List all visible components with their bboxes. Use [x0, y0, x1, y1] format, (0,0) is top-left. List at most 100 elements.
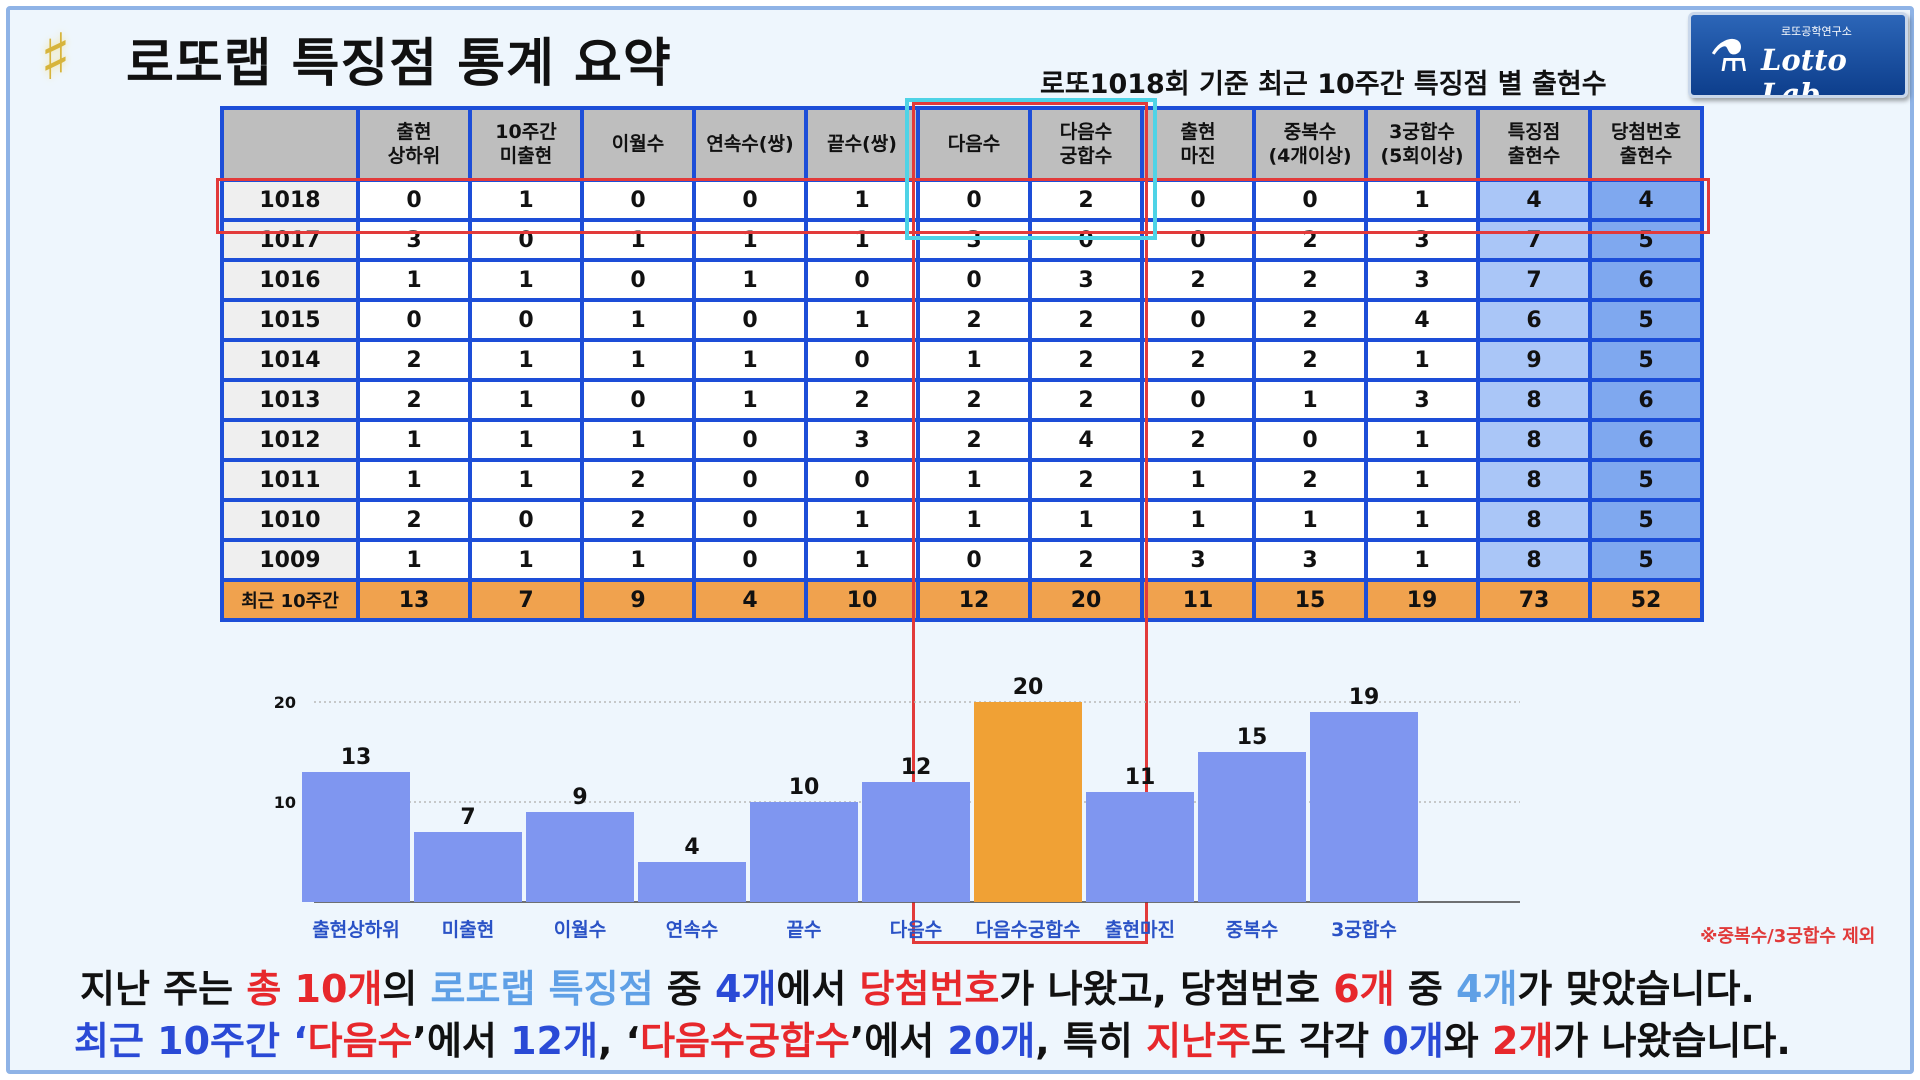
table-cell: 2 — [1140, 338, 1256, 382]
table-cell: 6 — [1588, 258, 1704, 302]
bar — [526, 812, 634, 902]
table-cell: 0 — [356, 298, 472, 342]
table-cell: 0 — [692, 298, 808, 342]
row-label: 1018 — [220, 178, 360, 222]
table-cell: 5 — [1588, 218, 1704, 262]
table-cell: 8 — [1476, 498, 1592, 542]
table-cell: 1 — [356, 418, 472, 462]
table-cell: 9 — [1476, 338, 1592, 382]
hash-logo-icon: ♯ — [40, 21, 71, 95]
data-label: 20 — [1013, 675, 1044, 700]
table-cell: 2 — [1028, 338, 1144, 382]
table-cell: 11 — [1140, 578, 1256, 622]
table-cell: 1 — [468, 458, 584, 502]
table-cell: 2 — [1028, 458, 1144, 502]
x-tick-label: 끝수 — [787, 919, 822, 941]
column-header-5: 끝수(쌍) — [804, 106, 920, 182]
table-cell: 2 — [804, 378, 920, 422]
table-cell: 5 — [1588, 298, 1704, 342]
bar — [1198, 752, 1306, 902]
stats-table: 출현 상하위 10주간 미출현 이월수 연속수(쌍) 끝수(쌍) 다음수 다음수 궁합수 출현… — [220, 106, 1704, 622]
table-cell: 5 — [1588, 538, 1704, 582]
table-cell: 2 — [1252, 458, 1368, 502]
table-cell: 1 — [1140, 458, 1256, 502]
table-cell: 1 — [1364, 498, 1480, 542]
table-row: 1014 2 1 1 1 0 1 2 2 2 1 9 5 — [220, 338, 1704, 382]
table-cell: 1 — [692, 378, 808, 422]
table-row: 1018 0 1 0 0 1 0 2 0 0 1 4 4 — [220, 178, 1704, 222]
bar — [1086, 792, 1194, 902]
data-label: 13 — [341, 745, 372, 770]
summary-fragment: 가 맞았습니다. — [1517, 967, 1755, 1011]
column-header-6: 다음수 — [916, 106, 1032, 182]
footnote: ※중복수/3궁합수 제외 — [1700, 926, 1876, 947]
table-cell: 1 — [468, 338, 584, 382]
table-cell: 12 — [916, 578, 1032, 622]
table-cell: 1 — [692, 258, 808, 302]
y-tick-label: 20 — [274, 693, 296, 712]
x-tick-label: 다음수궁합수 — [976, 919, 1081, 941]
table-cell: 8 — [1476, 418, 1592, 462]
table-cell: 4 — [1588, 178, 1704, 222]
table-cell: 3 — [1140, 538, 1256, 582]
table-cell: 15 — [1252, 578, 1368, 622]
table-row: 1009 1 1 1 0 1 0 2 3 3 1 8 5 — [220, 538, 1704, 582]
x-tick-label: 3궁합수 — [1331, 919, 1397, 941]
table-cell: 6 — [1588, 418, 1704, 462]
page-title: 로또랩 특징점 통계 요약 — [126, 33, 672, 94]
table-cell: 2 — [1252, 218, 1368, 262]
table-cell: 3 — [1028, 258, 1144, 302]
table-cell: 3 — [1364, 258, 1480, 302]
table-cell: 1 — [356, 258, 472, 302]
table-cell: 2 — [356, 338, 472, 382]
summary-fragment: 당첨번호 — [859, 967, 1000, 1011]
table-cell: 1 — [804, 538, 920, 582]
summary-fragment: 20개 — [947, 1019, 1036, 1063]
row-label: 최근 10주간 — [220, 578, 360, 622]
table-cell: 0 — [692, 498, 808, 542]
row-label: 1013 — [220, 378, 360, 422]
row-label: 1015 — [220, 298, 360, 342]
table-cell: 0 — [356, 178, 472, 222]
table-cell: 2 — [1028, 178, 1144, 222]
table-cell: 1 — [916, 498, 1032, 542]
table-cell: 2 — [356, 498, 472, 542]
table-cell: 0 — [468, 298, 584, 342]
table-cell: 2 — [916, 378, 1032, 422]
table-cell: 1 — [804, 218, 920, 262]
column-header-11: 특징점 출현수 — [1476, 106, 1592, 182]
table-cell: 2 — [1252, 338, 1368, 382]
table-cell: 0 — [692, 538, 808, 582]
row-label: 1017 — [220, 218, 360, 262]
summary-fragment: 가 나왔습니다. — [1553, 1019, 1791, 1063]
bar — [862, 782, 970, 902]
table-cell: 0 — [1140, 178, 1256, 222]
table-cell: 1 — [1364, 418, 1480, 462]
table-cell: 0 — [1140, 218, 1256, 262]
summary-fragment: 4개 — [714, 967, 777, 1011]
table-cell: 8 — [1476, 538, 1592, 582]
summary-fragment: 로또랩 특징점 — [430, 967, 654, 1011]
data-label: 11 — [1125, 765, 1156, 790]
table-cell: 4 — [692, 578, 808, 622]
summary-fragment: 에서 — [776, 967, 860, 1011]
table-cell: 13 — [356, 578, 472, 622]
table-cell: 73 — [1476, 578, 1592, 622]
table-cell: 0 — [692, 418, 808, 462]
table-cell: 52 — [1588, 578, 1704, 622]
table-header-row: 출현 상하위 10주간 미출현 이월수 연속수(쌍) 끝수(쌍) 다음수 다음수 궁합수 출현… — [220, 106, 1704, 182]
table-cell: 1 — [804, 178, 920, 222]
table-cell: 2 — [1028, 538, 1144, 582]
table-cell: 1 — [804, 498, 920, 542]
table-cell: 0 — [804, 458, 920, 502]
total-row: 최근 10주간 13 7 9 4 10 12 20 11 15 19 73 52 — [220, 578, 1704, 622]
logo-text: Lotto Lab. — [1761, 43, 1847, 98]
table-row: 1012 1 1 1 0 3 2 4 2 0 1 8 6 — [220, 418, 1704, 462]
x-tick-label: 연속수 — [666, 919, 718, 941]
table-cell: 0 — [468, 498, 584, 542]
summary-fragment: 최근 10주간 ‘ — [74, 1019, 308, 1063]
summary-fragment: 지난주 — [1146, 1019, 1251, 1063]
table-row: 1011 1 1 2 0 0 1 2 1 2 1 8 5 — [220, 458, 1704, 502]
data-label: 9 — [572, 785, 587, 810]
